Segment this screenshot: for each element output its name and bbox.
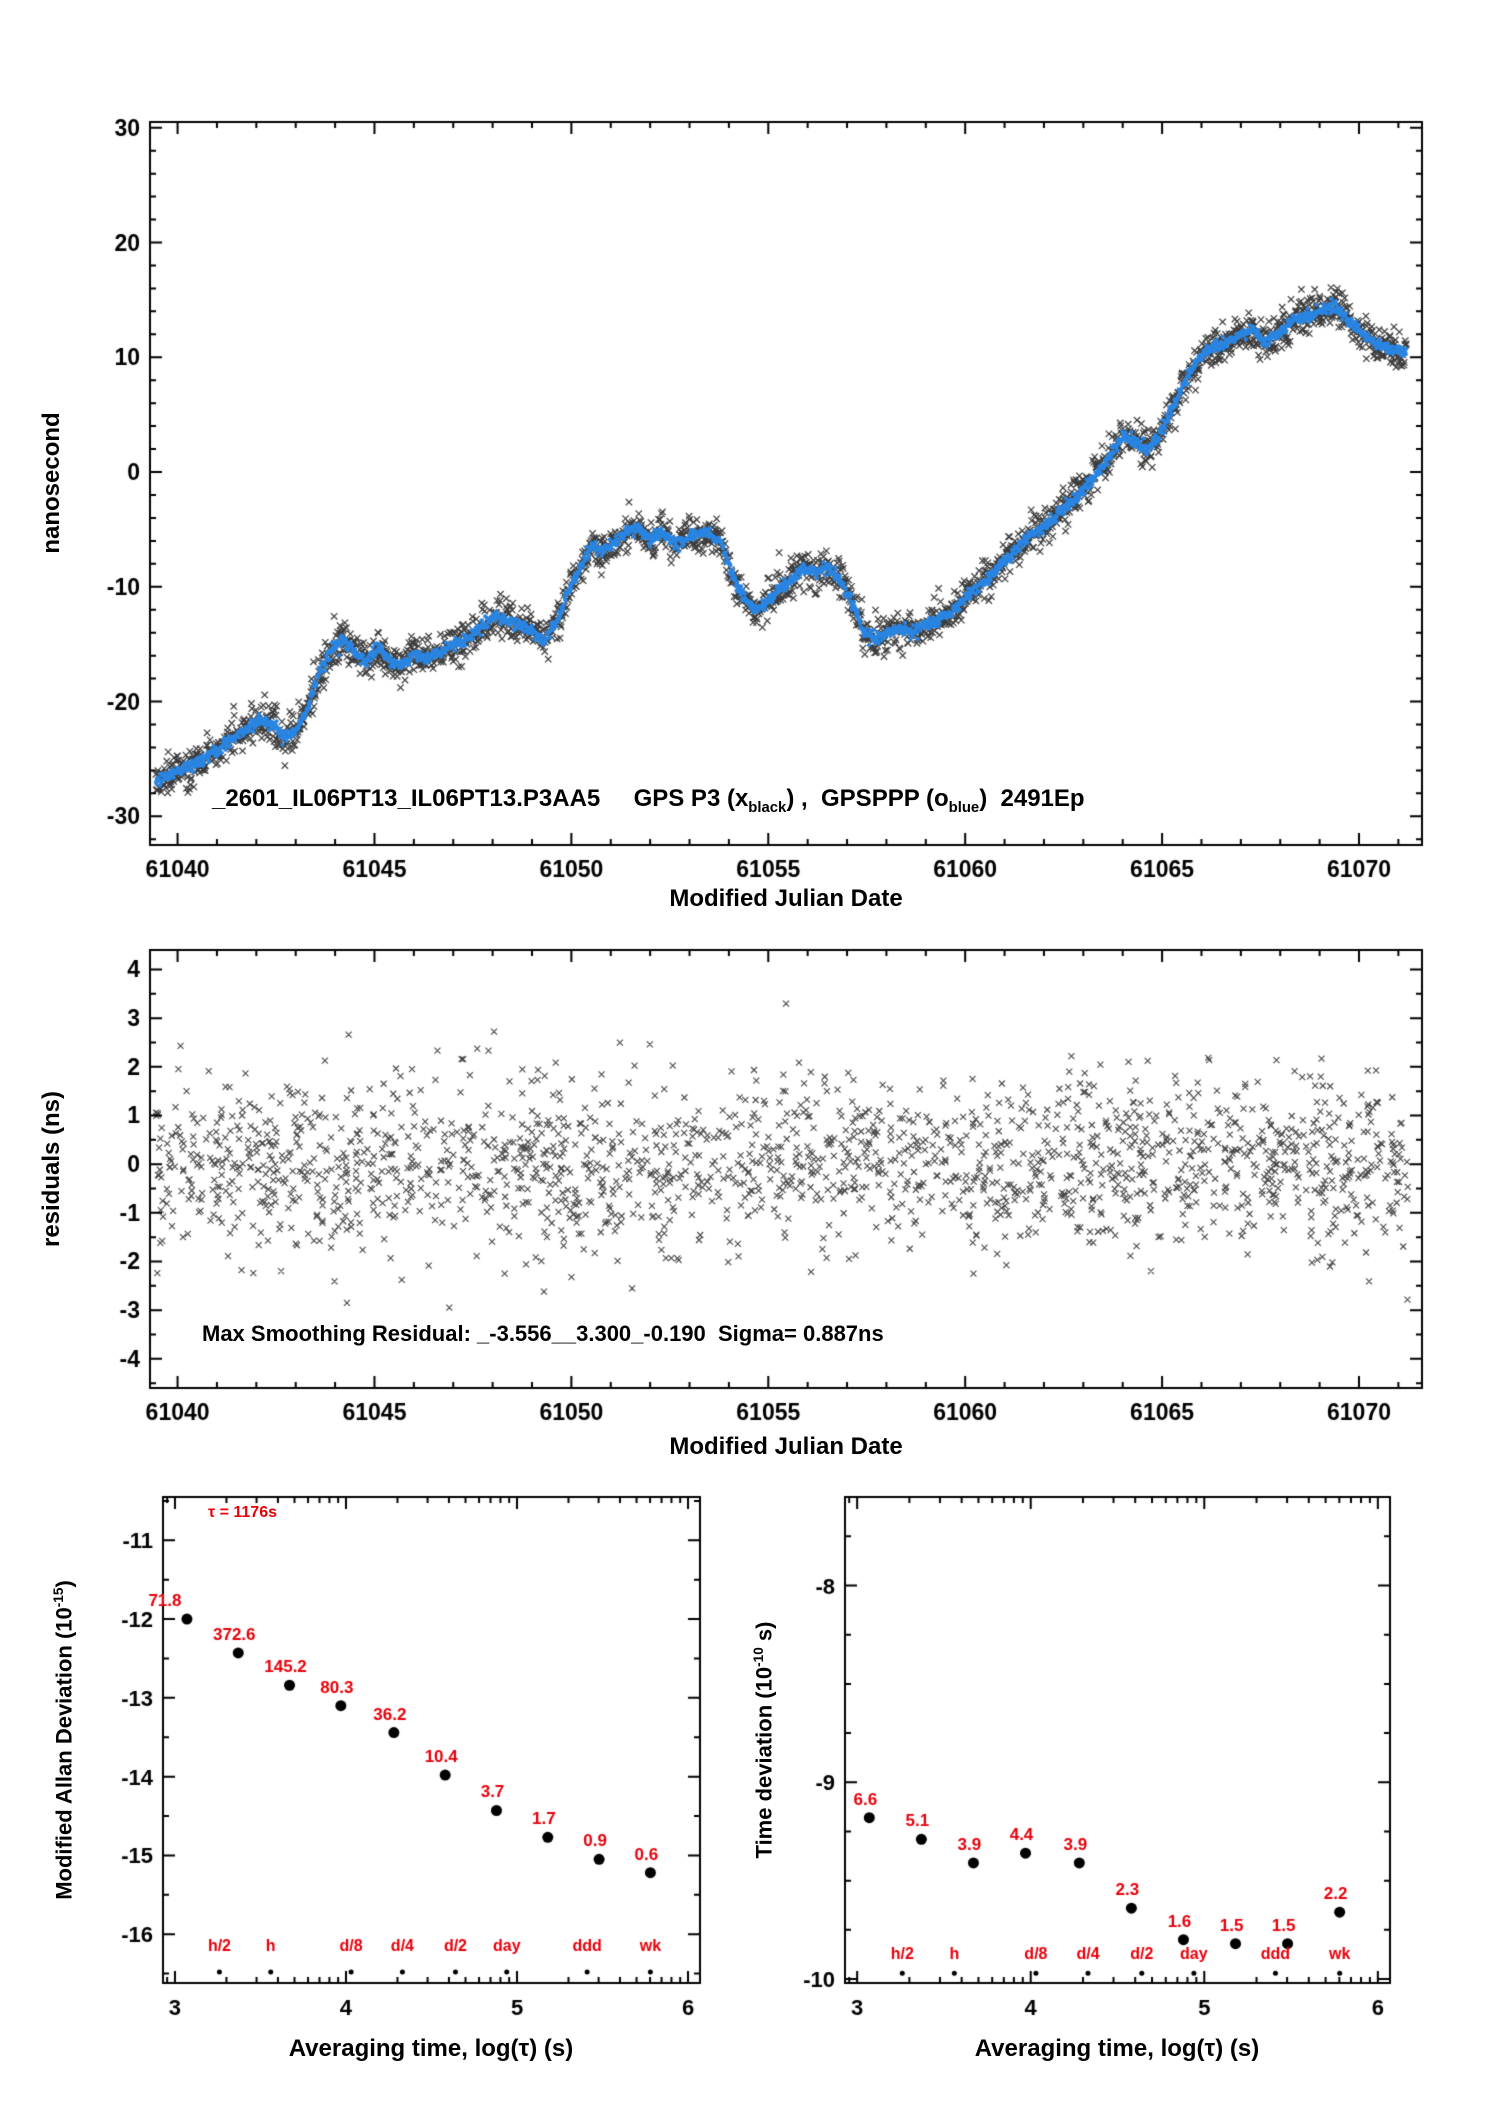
series-legend-annotation: _2601_IL06PT13_IL06PT13.P3AA5 GPS P3 (xb… <box>212 785 1085 816</box>
x-axis-label-averaging-time-right: Averaging time, log(τ) (s) <box>974 2035 1260 2062</box>
x-axis-label-mjd-middle: Modified Julian Date <box>669 1433 903 1460</box>
y-axis-label-tdev: Time deviation (10-10 s) <box>751 1621 777 1859</box>
x-axis-label-averaging-time-left: Averaging time, log(τ) (s) <box>288 2035 574 2062</box>
x-axis-label-mjd-top: Modified Julian Date <box>669 885 903 912</box>
smoothing-residual-annotation: Max Smoothing Residual: _-3.556__3.300_-… <box>202 1321 884 1346</box>
tau-annotation: τ = 1176s <box>208 1504 277 1521</box>
y-axis-label-residuals: residuals (ns) <box>37 1090 65 1248</box>
y-axis-label-nanosecond: nanosecond <box>37 412 65 554</box>
y-axis-label-mdev: Modified Allan Deviation (10-15) <box>51 1580 77 1900</box>
